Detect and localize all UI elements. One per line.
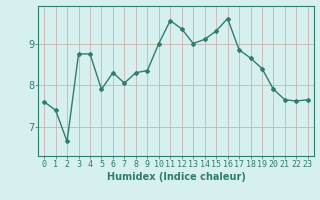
X-axis label: Humidex (Indice chaleur): Humidex (Indice chaleur) [107, 172, 245, 182]
